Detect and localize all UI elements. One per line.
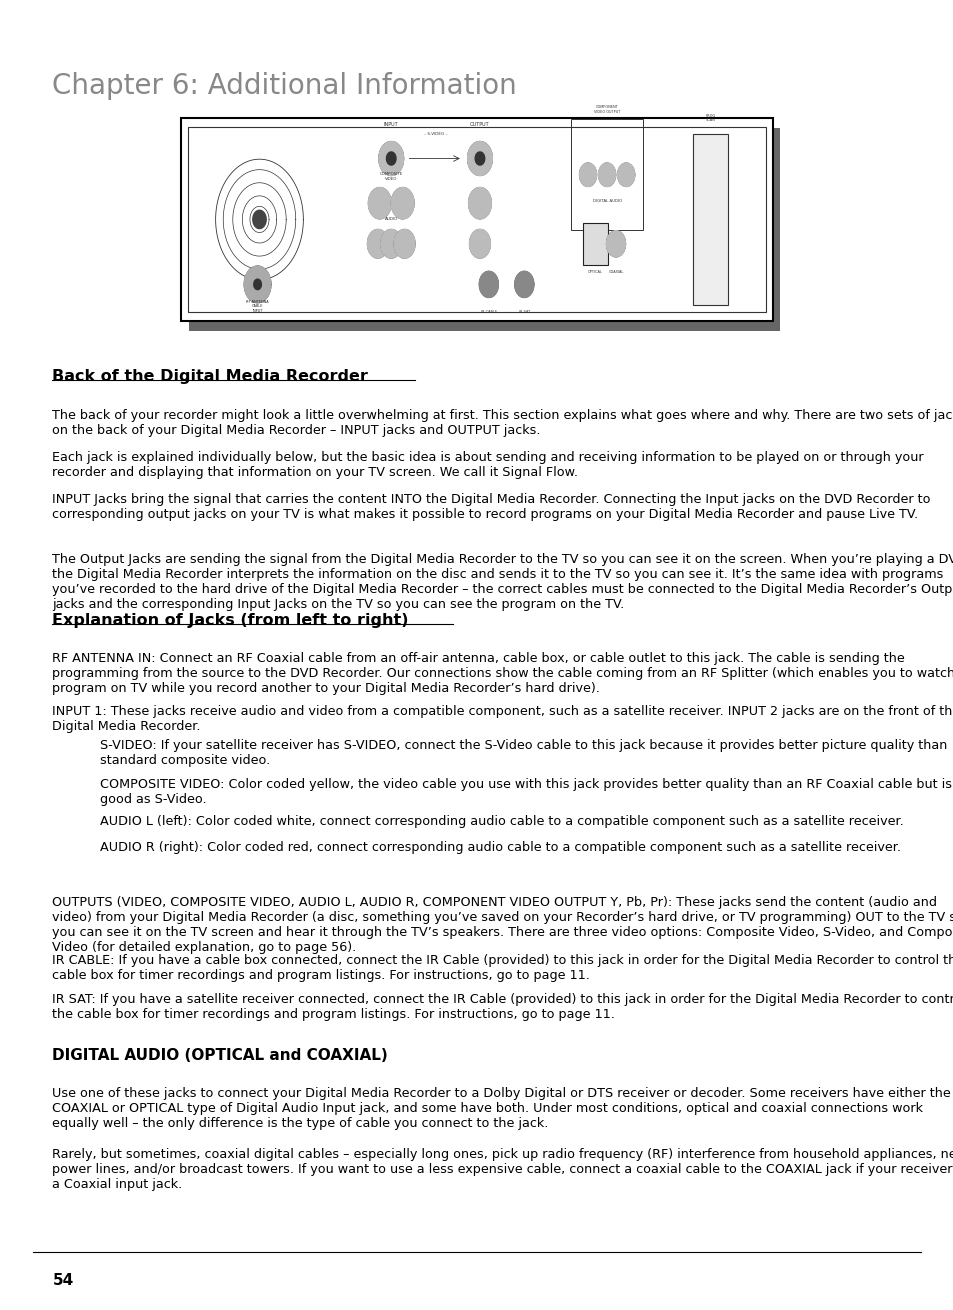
Polygon shape [469, 229, 490, 258]
Polygon shape [253, 279, 261, 290]
Text: COMPOSITE VIDEO: Color coded yellow, the video cable you use with this jack prov: COMPOSITE VIDEO: Color coded yellow, the… [100, 778, 953, 806]
Polygon shape [253, 211, 266, 228]
Text: The Output Jacks are sending the signal from the Digital Media Recorder to the T: The Output Jacks are sending the signal … [52, 553, 953, 610]
Text: DIGITAL AUDIO: DIGITAL AUDIO [592, 199, 621, 203]
Text: Back of the Digital Media Recorder: Back of the Digital Media Recorder [52, 369, 368, 384]
Text: PROG
SCAN: PROG SCAN [705, 114, 715, 122]
Text: INPUT 1: These jacks receive audio and video from a compatible component, such a: INPUT 1: These jacks receive audio and v… [52, 705, 953, 732]
Polygon shape [468, 187, 491, 219]
Polygon shape [478, 271, 497, 297]
Text: RF ANTENNA IN: Connect an RF Coaxial cable from an off-air antenna, cable box, o: RF ANTENNA IN: Connect an RF Coaxial cab… [52, 652, 953, 696]
Polygon shape [475, 152, 484, 165]
Text: INPUT Jacks bring the signal that carries the content INTO the Digital Media Rec: INPUT Jacks bring the signal that carrie… [52, 493, 930, 520]
Text: Rarely, but sometimes, coaxial digital cables – especially long ones, pick up ra: Rarely, but sometimes, coaxial digital c… [52, 1148, 953, 1191]
Text: COMPONENT
VIDEO OUTPUT: COMPONENT VIDEO OUTPUT [594, 105, 619, 114]
Polygon shape [391, 187, 414, 219]
Text: AUDIO L (left): Color coded white, connect corresponding audio cable to a compat: AUDIO L (left): Color coded white, conne… [100, 815, 903, 828]
Text: IR CABLE: If you have a cable box connected, connect the IR Cable (provided) to : IR CABLE: If you have a cable box connec… [52, 954, 953, 981]
Text: IR SAT: IR SAT [518, 310, 529, 314]
Text: COMPOSITE
VIDEO: COMPOSITE VIDEO [379, 173, 402, 181]
Text: 54: 54 [52, 1273, 73, 1288]
Polygon shape [378, 141, 403, 176]
Polygon shape [380, 229, 401, 258]
Polygon shape [368, 187, 391, 219]
Polygon shape [578, 162, 596, 186]
Text: Each jack is explained individually below, but the basic idea is about sending a: Each jack is explained individually belo… [52, 451, 923, 478]
Text: Use one of these jacks to connect your Digital Media Recorder to a Dolby Digital: Use one of these jacks to connect your D… [52, 1087, 950, 1131]
Text: Explanation of Jacks (from left to right): Explanation of Jacks (from left to right… [52, 613, 409, 627]
Text: The back of your recorder might look a little overwhelming at first. This sectio: The back of your recorder might look a l… [52, 409, 953, 436]
Text: OUTPUT: OUTPUT [470, 122, 489, 127]
FancyBboxPatch shape [693, 134, 727, 304]
Text: Chapter 6: Additional Information: Chapter 6: Additional Information [52, 72, 517, 100]
Polygon shape [467, 141, 492, 176]
Text: S-VIDEO: If your satellite receiver has S-VIDEO, connect the S-Video cable to th: S-VIDEO: If your satellite receiver has … [100, 739, 946, 766]
Polygon shape [244, 266, 271, 303]
Polygon shape [598, 162, 615, 186]
Text: AUDIO: AUDIO [384, 217, 397, 221]
Polygon shape [515, 271, 534, 297]
Polygon shape [386, 152, 395, 165]
Polygon shape [617, 162, 634, 186]
Text: – S-VIDEO –: – S-VIDEO – [423, 132, 447, 136]
FancyBboxPatch shape [582, 223, 607, 265]
Polygon shape [394, 229, 415, 258]
FancyBboxPatch shape [181, 118, 772, 321]
Text: RF ANTENNA
CABLE
INPUT: RF ANTENNA CABLE INPUT [246, 300, 269, 313]
Text: OUTPUTS (VIDEO, COMPOSITE VIDEO, AUDIO L, AUDIO R, COMPONENT VIDEO OUTPUT Y, Pb,: OUTPUTS (VIDEO, COMPOSITE VIDEO, AUDIO L… [52, 896, 953, 954]
Text: INPUT: INPUT [383, 122, 398, 127]
Polygon shape [367, 229, 388, 258]
Text: DIGITAL AUDIO (OPTICAL and COAXIAL): DIGITAL AUDIO (OPTICAL and COAXIAL) [52, 1048, 388, 1062]
Text: OPTICAL: OPTICAL [587, 270, 602, 274]
FancyBboxPatch shape [189, 128, 780, 331]
Text: AUDIO R (right): Color coded red, connect corresponding audio cable to a compati: AUDIO R (right): Color coded red, connec… [100, 841, 901, 854]
Polygon shape [606, 231, 625, 257]
Text: COAXIAL: COAXIAL [608, 270, 623, 274]
Text: IR SAT: If you have a satellite receiver connected, connect the IR Cable (provid: IR SAT: If you have a satellite receiver… [52, 993, 953, 1020]
Text: IR CABLE: IR CABLE [480, 310, 497, 314]
